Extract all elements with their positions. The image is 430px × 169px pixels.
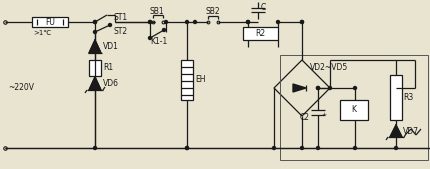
Circle shape <box>148 20 151 23</box>
Circle shape <box>163 29 166 31</box>
Text: ~220V: ~220V <box>8 83 34 92</box>
Text: SB2: SB2 <box>205 6 220 16</box>
Circle shape <box>93 30 96 33</box>
Text: ST2: ST2 <box>113 28 127 37</box>
Circle shape <box>316 147 319 150</box>
Circle shape <box>148 20 151 23</box>
Circle shape <box>93 20 96 23</box>
Text: VD7: VD7 <box>403 127 419 136</box>
Text: FU: FU <box>45 18 55 27</box>
Text: R3: R3 <box>403 93 413 102</box>
Bar <box>32 17 68 27</box>
Circle shape <box>246 20 249 23</box>
Text: K: K <box>351 105 356 115</box>
Text: C: C <box>261 3 266 11</box>
Circle shape <box>301 20 304 23</box>
Text: C2: C2 <box>300 114 310 123</box>
Polygon shape <box>89 40 101 53</box>
Circle shape <box>353 147 356 150</box>
Bar <box>340 100 368 120</box>
Circle shape <box>185 20 188 23</box>
Circle shape <box>148 37 151 40</box>
Circle shape <box>316 87 319 90</box>
Circle shape <box>165 20 168 23</box>
Text: SB1: SB1 <box>150 6 165 16</box>
Text: +: + <box>321 112 326 116</box>
Circle shape <box>194 20 197 23</box>
Circle shape <box>353 87 356 90</box>
Circle shape <box>108 23 111 27</box>
Text: ST1: ST1 <box>113 13 127 21</box>
Circle shape <box>316 87 319 90</box>
Text: VD1: VD1 <box>103 42 119 51</box>
Polygon shape <box>89 77 101 90</box>
Text: K1-1: K1-1 <box>150 38 167 46</box>
Circle shape <box>185 147 188 150</box>
Circle shape <box>301 147 304 150</box>
Text: R2: R2 <box>255 29 266 38</box>
Circle shape <box>276 20 280 23</box>
Circle shape <box>273 147 276 150</box>
Circle shape <box>185 147 188 150</box>
Polygon shape <box>390 125 402 137</box>
Bar <box>89 60 101 76</box>
Bar <box>181 60 193 100</box>
Circle shape <box>329 87 332 90</box>
Text: >1℃: >1℃ <box>33 30 51 36</box>
Bar <box>243 27 278 40</box>
Text: VD6: VD6 <box>103 79 119 88</box>
Text: R1: R1 <box>103 64 113 73</box>
Circle shape <box>93 147 96 150</box>
Polygon shape <box>293 84 306 92</box>
Circle shape <box>394 147 397 150</box>
Circle shape <box>93 20 96 23</box>
Bar <box>280 55 428 160</box>
Bar <box>390 75 402 120</box>
Text: VD2~VD5: VD2~VD5 <box>310 64 348 73</box>
Text: EH: EH <box>195 76 206 84</box>
Circle shape <box>246 20 249 23</box>
Circle shape <box>301 20 304 23</box>
